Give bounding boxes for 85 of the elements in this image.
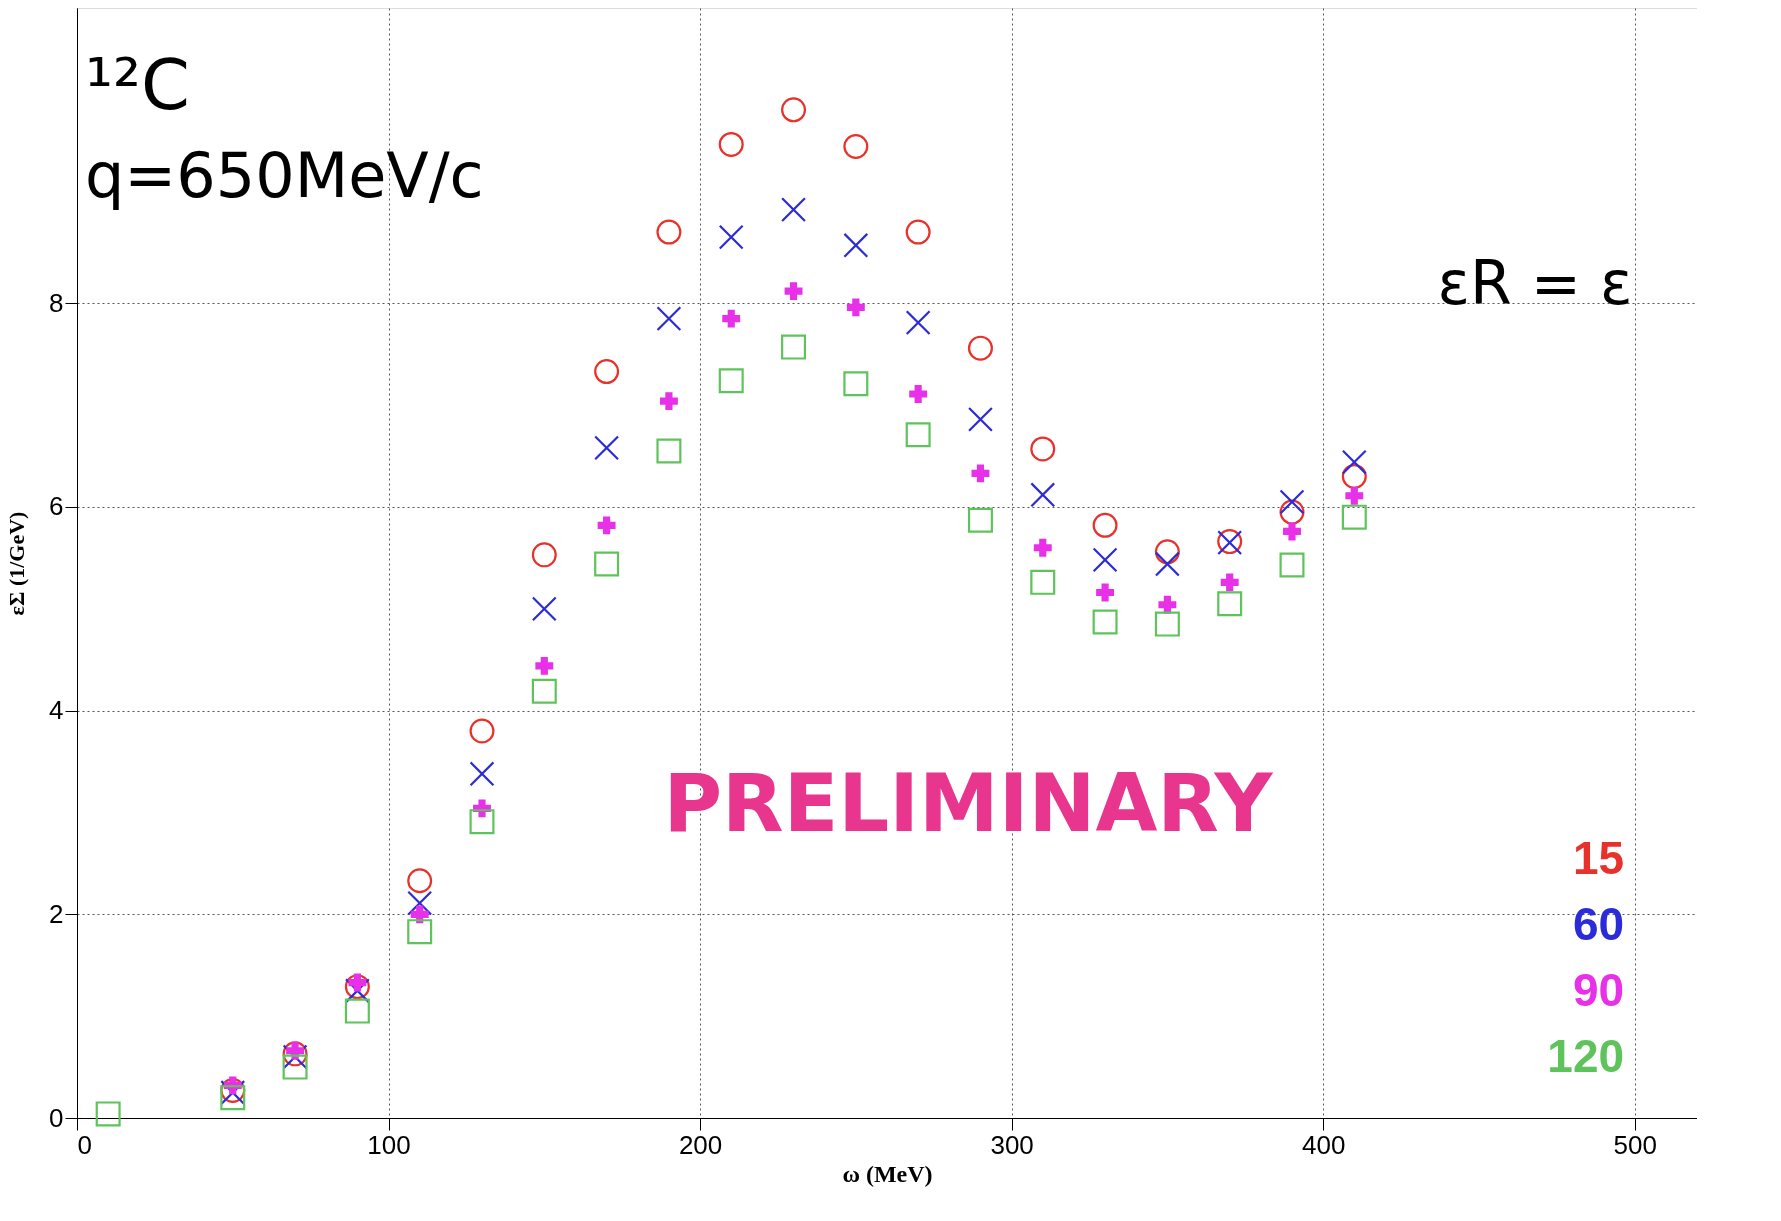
- point: [656, 306, 682, 332]
- point: [718, 368, 744, 394]
- point: [722, 309, 741, 328]
- point: [909, 385, 928, 403]
- y-axis-title: εΣ (1/GeV): [4, 511, 30, 616]
- point: [344, 998, 370, 1024]
- point: [781, 334, 807, 360]
- point: [1279, 489, 1305, 515]
- point: [1033, 538, 1052, 557]
- point: [1345, 486, 1364, 505]
- point: [469, 718, 495, 744]
- point: [1092, 547, 1118, 573]
- point: [407, 868, 433, 894]
- point: [594, 435, 620, 461]
- x-axis-title: ω (MeV): [842, 1160, 933, 1187]
- point: [781, 197, 807, 223]
- x-tick-label: 0: [77, 1129, 92, 1160]
- y-tick-label: 0: [49, 1102, 64, 1133]
- point: [1154, 611, 1180, 637]
- point: [410, 905, 429, 924]
- point: [781, 97, 807, 123]
- point: [971, 464, 990, 483]
- point: [1154, 539, 1180, 565]
- point: [1092, 609, 1118, 635]
- point: [1217, 591, 1243, 617]
- point: [95, 1101, 121, 1127]
- point: [1283, 522, 1301, 541]
- point: [531, 542, 557, 568]
- x-tick-label: 200: [678, 1129, 723, 1160]
- point: [784, 282, 803, 301]
- point: [469, 761, 495, 787]
- point: [531, 678, 557, 704]
- point: [967, 406, 993, 432]
- x-tick-label: 300: [990, 1129, 1034, 1160]
- point: [659, 392, 678, 411]
- text: ¹²C: [85, 44, 190, 126]
- point: [843, 134, 869, 159]
- point: [905, 422, 931, 448]
- point: [1030, 569, 1056, 595]
- point: [597, 516, 616, 535]
- point: [220, 1085, 246, 1111]
- text: 15: [1572, 832, 1625, 884]
- point: [594, 551, 620, 577]
- point: [1096, 583, 1115, 602]
- x-tick-label: 400: [1301, 1129, 1346, 1160]
- point: [1158, 595, 1177, 614]
- point: [967, 335, 993, 361]
- point: [656, 219, 682, 245]
- y-tick-label: 4: [49, 695, 64, 726]
- text: 120: [1547, 1030, 1625, 1082]
- point: [469, 809, 495, 835]
- point: [1341, 463, 1367, 489]
- y-tick-label: 2: [49, 898, 64, 929]
- point: [407, 919, 433, 945]
- point: [843, 371, 869, 397]
- text: q=650MeV/c: [85, 139, 484, 212]
- point: [1154, 551, 1180, 577]
- point: [594, 359, 620, 385]
- point: [718, 224, 744, 250]
- point: [1092, 512, 1118, 538]
- point: [1030, 436, 1056, 462]
- point: [846, 298, 865, 317]
- point: [905, 310, 931, 336]
- text: 90: [1572, 964, 1625, 1016]
- annotation: εR = ε: [1437, 247, 1633, 318]
- point: [1341, 504, 1367, 530]
- point: [1341, 449, 1367, 475]
- annotation: PRELIMINARY: [663, 757, 1274, 851]
- point: [282, 1054, 308, 1080]
- point: [905, 219, 931, 245]
- point: [535, 656, 554, 675]
- x-tick-label: 500: [1613, 1129, 1657, 1160]
- point: [1030, 482, 1056, 508]
- point: [843, 232, 869, 258]
- y-tick-label: 6: [49, 491, 64, 522]
- point: [531, 596, 557, 622]
- x-tick-label: 100: [367, 1129, 411, 1160]
- point: [967, 507, 993, 533]
- point: [1279, 552, 1305, 578]
- point: [1220, 573, 1239, 592]
- text: 60: [1572, 898, 1625, 950]
- y-tick-label: 8: [49, 287, 64, 318]
- point: [718, 131, 744, 157]
- point: [1279, 499, 1305, 525]
- point: [656, 438, 682, 464]
